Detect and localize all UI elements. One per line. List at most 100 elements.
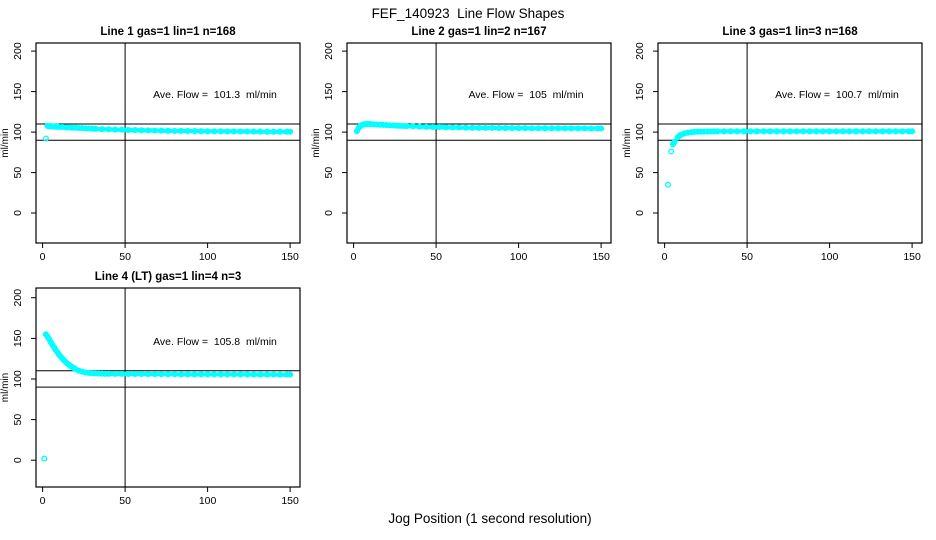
x-tick-label: 150	[281, 251, 299, 263]
data-point	[69, 124, 76, 131]
data-point	[380, 121, 387, 128]
data-point	[456, 124, 463, 131]
data-point	[250, 371, 257, 378]
data-point	[773, 128, 780, 135]
data-point	[112, 370, 119, 377]
data-point	[409, 123, 417, 130]
data-point	[859, 128, 866, 135]
data-point	[184, 371, 191, 378]
data-point	[138, 127, 145, 134]
data-point	[79, 125, 86, 132]
data-point	[98, 126, 106, 133]
data-point	[244, 371, 251, 378]
data-point	[62, 124, 69, 131]
data-point	[164, 127, 172, 134]
data-point	[151, 127, 158, 134]
data-point	[224, 128, 231, 135]
y-axis-title: ml/min	[622, 128, 633, 157]
y-tick-label: 50	[323, 167, 335, 179]
data-point	[105, 126, 112, 133]
data-point	[588, 125, 595, 132]
panel-1: 0 50 100 150 0 50 100 150 200 ml/min Line 1 gas=1 …	[0, 26, 301, 263]
data-point	[191, 128, 198, 135]
plot-box	[35, 42, 301, 244]
data-point	[684, 129, 691, 136]
x-tick-label: 50	[119, 251, 131, 263]
data-point	[515, 125, 522, 132]
data-point	[727, 128, 734, 135]
data-point	[56, 123, 63, 131]
panel-title: Line 3 gas=1 lin=3 n=168	[722, 26, 858, 38]
data-point	[75, 367, 82, 374]
data-point	[131, 127, 139, 134]
data-point	[697, 128, 704, 135]
y-tick-label: 0	[12, 210, 24, 216]
data-point	[819, 128, 827, 135]
data-point	[541, 125, 549, 132]
data-point	[244, 128, 251, 135]
y-tick-label: 50	[12, 167, 24, 179]
data-point	[118, 126, 125, 133]
data-point	[250, 128, 257, 135]
data-point	[277, 371, 284, 378]
data-point	[89, 370, 96, 377]
data-point	[370, 121, 377, 128]
panel-4: 0 50 100 150 0 50 100 150 200 ml/min Line 4 (LT) g…	[0, 271, 301, 507]
y-tick-label: 200	[634, 42, 646, 60]
data-point	[204, 371, 211, 378]
data-point	[866, 128, 873, 135]
data-point	[197, 371, 205, 378]
data-point	[400, 122, 407, 130]
plot-box	[35, 287, 301, 488]
x-tick-label: 150	[903, 251, 921, 263]
data-point	[714, 128, 721, 135]
data-point	[555, 125, 562, 132]
data-point	[905, 128, 912, 135]
data-point	[495, 124, 502, 132]
data-point	[691, 128, 698, 135]
y-tick-label: 50	[12, 414, 24, 426]
data-point	[885, 128, 893, 135]
data-point	[158, 371, 165, 378]
data-band	[45, 123, 293, 134]
data-point	[217, 128, 224, 135]
data-point	[131, 370, 139, 378]
data-point	[548, 125, 555, 132]
data-points	[41, 331, 294, 462]
data-point	[230, 371, 238, 378]
data-point	[535, 125, 542, 132]
data-point	[780, 128, 787, 135]
data-point	[92, 370, 99, 377]
data-point	[393, 122, 400, 129]
data-point	[704, 128, 711, 135]
x-tick-label: 50	[119, 495, 131, 507]
data-point	[390, 122, 397, 129]
data-point	[270, 128, 277, 135]
y-tick-label: 150	[634, 83, 646, 101]
y-tick-label: 0	[323, 210, 335, 216]
ave-flow-annotation: Ave. Flow = 105.8 ml/min	[153, 336, 277, 348]
data-point	[138, 370, 145, 378]
data-point	[105, 370, 112, 377]
data-point	[800, 128, 807, 135]
x-tick-label: 50	[741, 251, 753, 263]
y-tick-label: 150	[12, 329, 24, 347]
data-point	[508, 125, 516, 132]
data-point	[112, 126, 119, 133]
data-points	[42, 122, 294, 142]
y-tick-label: 150	[323, 83, 335, 101]
data-point	[522, 125, 529, 132]
y-tick-label: 200	[12, 289, 24, 307]
data-point	[383, 122, 390, 129]
y-tick-label: 100	[634, 123, 646, 141]
data-point	[429, 123, 436, 131]
data-point	[879, 128, 886, 135]
data-point	[211, 371, 218, 378]
data-point	[102, 370, 109, 377]
data-point	[396, 122, 403, 129]
x-tick-label: 150	[592, 251, 610, 263]
data-point	[740, 128, 747, 135]
data-point	[257, 371, 264, 378]
